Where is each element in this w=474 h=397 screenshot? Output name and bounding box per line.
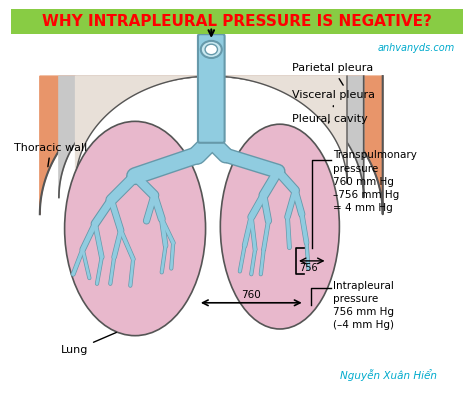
Polygon shape <box>75 76 347 183</box>
Polygon shape <box>40 76 383 214</box>
Text: Parietal pleura: Parietal pleura <box>292 64 374 85</box>
Text: Thoracic wall: Thoracic wall <box>14 143 87 167</box>
Text: Visceral pleura: Visceral pleura <box>292 90 375 107</box>
Text: Pleural cavity: Pleural cavity <box>292 114 368 124</box>
Bar <box>11 10 463 34</box>
Text: Intrapleural
pressure
756 mm Hg
(–4 mm Hg): Intrapleural pressure 756 mm Hg (–4 mm H… <box>333 281 394 330</box>
Text: WHY INTRAPLEURAL PRESSURE IS NEGATIVE?: WHY INTRAPLEURAL PRESSURE IS NEGATIVE? <box>42 14 432 29</box>
Ellipse shape <box>205 44 218 55</box>
Text: anhvanyds.com: anhvanyds.com <box>378 43 455 53</box>
Ellipse shape <box>220 124 339 329</box>
Ellipse shape <box>201 41 222 58</box>
Polygon shape <box>59 76 364 198</box>
Text: 756: 756 <box>299 263 318 273</box>
Text: 760: 760 <box>241 290 261 300</box>
Text: Transpulmonary
pressure
760 mm Hg
–756 mm Hg
= 4 mm Hg: Transpulmonary pressure 760 mm Hg –756 m… <box>333 150 417 213</box>
FancyBboxPatch shape <box>198 34 225 143</box>
Ellipse shape <box>64 121 206 335</box>
Text: Lung: Lung <box>61 332 116 355</box>
Text: Nguyễn Xuân Hiển: Nguyễn Xuân Hiển <box>340 369 437 381</box>
